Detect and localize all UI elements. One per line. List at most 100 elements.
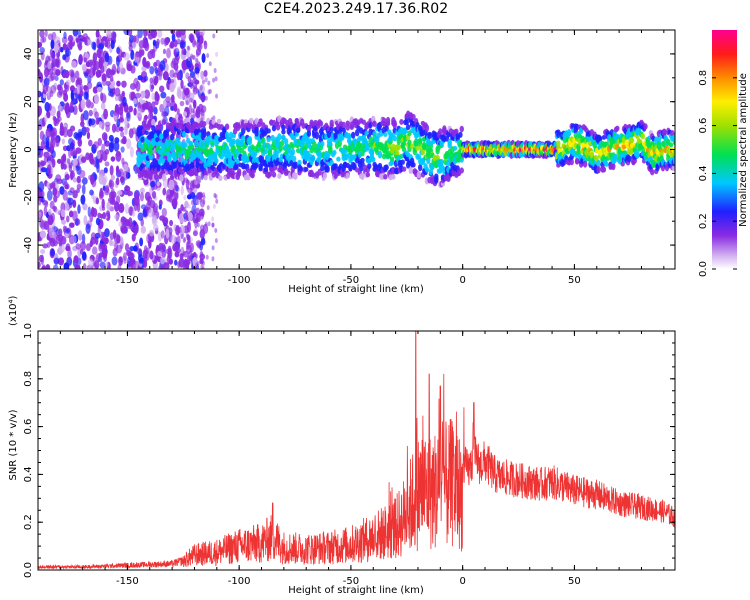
noise-cell [42, 243, 49, 249]
noise-cell [42, 83, 48, 95]
noise-cell [79, 169, 86, 179]
noise-cell [190, 53, 194, 59]
ridge-cell [297, 159, 302, 166]
ridge-cell [434, 173, 439, 180]
bottom-x-tick-label: 0 [459, 576, 465, 587]
noise-cell [95, 69, 102, 78]
noise-cell [194, 79, 200, 85]
ridge-cell [399, 118, 404, 125]
noise-cell [94, 260, 100, 269]
noise-cell [81, 184, 86, 195]
noise-cell [88, 258, 94, 267]
ridge-cell [258, 165, 263, 172]
noise-cell [99, 205, 103, 212]
ridge-cell [320, 140, 325, 147]
ridge-cell [155, 136, 160, 143]
ridge-cell [318, 120, 324, 127]
ridge-cell [143, 144, 148, 151]
noise-cell [80, 99, 86, 110]
noise-cell [108, 191, 115, 200]
noise-cell [38, 41, 43, 48]
noise-cell [59, 122, 64, 131]
top-x-axis-label: Height of straight line (km) [288, 284, 424, 295]
noise-cell [146, 30, 153, 37]
noise-cell [147, 112, 154, 122]
noise-cell [137, 75, 143, 81]
top-x-tick-label: 50 [568, 275, 581, 286]
noise-cell [106, 210, 111, 218]
noise-cell [108, 78, 116, 89]
ridge-cell [640, 133, 646, 140]
ridge-cell [328, 146, 333, 155]
noise-cell [177, 91, 184, 100]
noise-cell [51, 150, 56, 159]
ridge-cell [371, 156, 376, 162]
ridge-cell [140, 136, 145, 143]
ridge-cell [383, 174, 388, 180]
noise-cell [213, 68, 217, 74]
noise-cell [89, 211, 94, 223]
noise-cell [58, 245, 63, 256]
ridge-cell [322, 172, 328, 180]
noise-cell [58, 103, 62, 111]
ridge-cell [169, 174, 175, 180]
ridge-cell [277, 173, 282, 179]
ridge-cell [310, 155, 316, 163]
ridge-cell [278, 145, 283, 152]
noise-cell [169, 219, 174, 227]
noise-cell [168, 179, 175, 191]
noise-cell [206, 53, 210, 59]
ridge-cell [459, 125, 464, 133]
noise-cell [113, 110, 118, 116]
noise-cell [193, 40, 197, 46]
ridge-cell [384, 164, 389, 171]
noise-cell [203, 69, 208, 77]
noise-cell [62, 225, 67, 233]
noise-cell [145, 101, 152, 111]
noise-cell [64, 173, 70, 181]
noise-cell [182, 85, 186, 91]
noise-cell [110, 39, 115, 50]
noise-cell [77, 138, 83, 147]
ridge-cell [156, 165, 161, 172]
noise-cell [176, 108, 180, 115]
top-x-tick-label: -150 [116, 275, 139, 286]
noise-cell [115, 244, 123, 254]
ridge-cell [195, 156, 200, 164]
noise-cell [99, 261, 106, 269]
noise-cell [157, 30, 163, 39]
noise-cell [109, 199, 116, 206]
noise-cell [53, 195, 58, 203]
noise-cell [69, 85, 75, 92]
noise-cell [147, 199, 152, 206]
noise-cell [124, 104, 129, 113]
bottom-y-tick-label: 0.8 [23, 371, 34, 387]
noise-cell [199, 208, 205, 218]
noise-cell [176, 71, 181, 81]
noise-cell [186, 258, 190, 264]
noise-cell [204, 76, 208, 82]
noise-cell [116, 56, 120, 67]
noise-cell [140, 90, 146, 99]
ridge-cell [604, 161, 609, 167]
noise-cell [68, 222, 75, 228]
noise-cell [144, 114, 148, 121]
ridge-cell [235, 158, 241, 165]
noise-cell [76, 175, 81, 184]
noise-cell [137, 212, 144, 221]
colorbar-label: Normalized spectral amplitude [738, 73, 749, 227]
noise-cell [63, 262, 70, 269]
noise-cell [156, 181, 160, 187]
noise-cell [93, 141, 99, 150]
noise-cell [124, 124, 128, 136]
noise-cell [182, 250, 186, 256]
noise-cell [114, 87, 121, 97]
noise-cell [47, 61, 52, 70]
noise-cell [100, 231, 104, 242]
noise-cell [72, 30, 79, 37]
noise-cell [38, 105, 43, 117]
noise-cell [113, 141, 120, 152]
noise-cell [176, 35, 181, 44]
noise-cell [199, 44, 203, 50]
noise-cell [72, 177, 77, 183]
